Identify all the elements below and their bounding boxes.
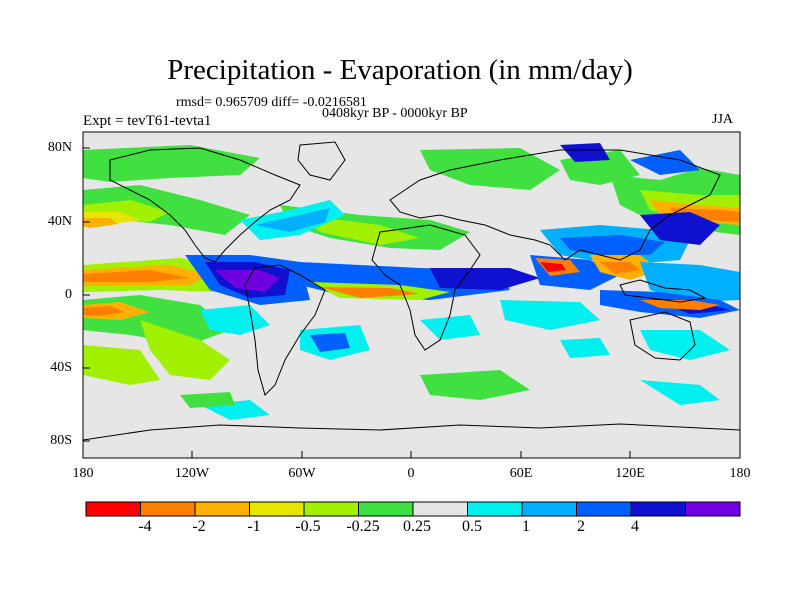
colorbar-label: 4 bbox=[631, 518, 639, 535]
season-label: JJA bbox=[712, 112, 734, 127]
field-patch bbox=[540, 262, 566, 272]
field-patch bbox=[500, 300, 600, 330]
lat-label: 80S bbox=[50, 433, 72, 448]
lat-label: 40S bbox=[50, 360, 72, 375]
colorbar-label: -0.5 bbox=[295, 518, 321, 535]
field-patch bbox=[640, 212, 720, 245]
field-patch bbox=[430, 268, 540, 290]
colorbar-box bbox=[467, 501, 523, 517]
time-period-label: 0408kyr BP - 0000kyr BP bbox=[322, 106, 468, 121]
lon-label: 120E bbox=[615, 466, 645, 481]
rmsd-diff-stats: rmsd= 0.965709 diff= -0.0216581 bbox=[176, 95, 367, 110]
field-patch bbox=[600, 262, 640, 274]
colorbar-box bbox=[685, 501, 741, 517]
colorbar-box bbox=[194, 501, 250, 517]
colorbar-label: 1 bbox=[522, 518, 530, 535]
field-patch bbox=[255, 208, 330, 232]
field-patch bbox=[640, 380, 720, 405]
colorbar-box bbox=[85, 501, 141, 517]
field-patch bbox=[640, 300, 720, 310]
coast-north-america bbox=[109, 147, 301, 263]
lat-label: 0 bbox=[65, 287, 72, 302]
coast-australia bbox=[629, 311, 696, 361]
field-patch bbox=[83, 218, 118, 228]
field-patch bbox=[420, 148, 560, 190]
colorbar-label: 2 bbox=[577, 518, 585, 535]
field-patch bbox=[140, 320, 230, 380]
lon-label: 180 bbox=[729, 466, 751, 481]
field-patch bbox=[640, 262, 740, 302]
field-patch bbox=[300, 215, 420, 245]
coast-eurasia bbox=[389, 149, 721, 261]
colorbar-box bbox=[521, 501, 577, 517]
colorbar-box bbox=[630, 501, 686, 517]
field-patch bbox=[83, 306, 125, 316]
lon-label: 0 bbox=[407, 466, 415, 481]
coastlines bbox=[83, 141, 740, 441]
colorbar-label: -1 bbox=[247, 518, 261, 535]
field-patch bbox=[560, 143, 610, 162]
lon-label: 60E bbox=[509, 466, 533, 481]
field-patch bbox=[630, 150, 700, 175]
colorbar bbox=[85, 501, 741, 517]
colorbar-box bbox=[140, 501, 196, 517]
lat-label: 40N bbox=[47, 214, 72, 229]
colorbar-box bbox=[576, 501, 632, 517]
colorbar-label: 0.25 bbox=[403, 518, 431, 535]
field-patch bbox=[83, 185, 250, 235]
field-patch bbox=[670, 208, 740, 222]
coast-antarctica bbox=[83, 423, 740, 441]
coast-africa bbox=[371, 224, 481, 351]
experiment-label: Expt = tevT61-tevta1 bbox=[83, 113, 212, 129]
field-patch bbox=[180, 392, 235, 408]
field-patch bbox=[560, 235, 665, 255]
lon-label: 120W bbox=[174, 466, 210, 481]
coast-maritime-continent bbox=[619, 279, 707, 303]
colorbar-label: 0.5 bbox=[462, 518, 482, 535]
colorbar-label: -2 bbox=[192, 518, 206, 535]
field-patch bbox=[310, 333, 350, 352]
field-patch bbox=[83, 345, 160, 385]
coast-south-america bbox=[244, 264, 326, 396]
field-patch bbox=[83, 270, 190, 282]
field-patch bbox=[560, 338, 610, 358]
colorbar-label: -0.25 bbox=[346, 518, 380, 535]
axis-ticks bbox=[83, 147, 631, 458]
field-patch bbox=[83, 145, 260, 182]
colorbar-box bbox=[412, 501, 468, 517]
lat-label: 80N bbox=[47, 140, 72, 155]
field-patch bbox=[320, 287, 420, 298]
colorbar-box bbox=[249, 501, 305, 517]
field-patch bbox=[640, 330, 730, 360]
colorbar-box bbox=[303, 501, 359, 517]
figure-title: Precipitation - Evaporation (in mm/day) bbox=[167, 54, 633, 86]
colorbar-label: -4 bbox=[138, 518, 152, 535]
lon-label: 60W bbox=[288, 466, 316, 481]
coast-greenland bbox=[297, 141, 346, 181]
colorbar-box bbox=[358, 501, 414, 517]
field-patch bbox=[420, 370, 530, 400]
field-patch bbox=[420, 315, 480, 340]
lon-label: 180 bbox=[72, 466, 94, 481]
